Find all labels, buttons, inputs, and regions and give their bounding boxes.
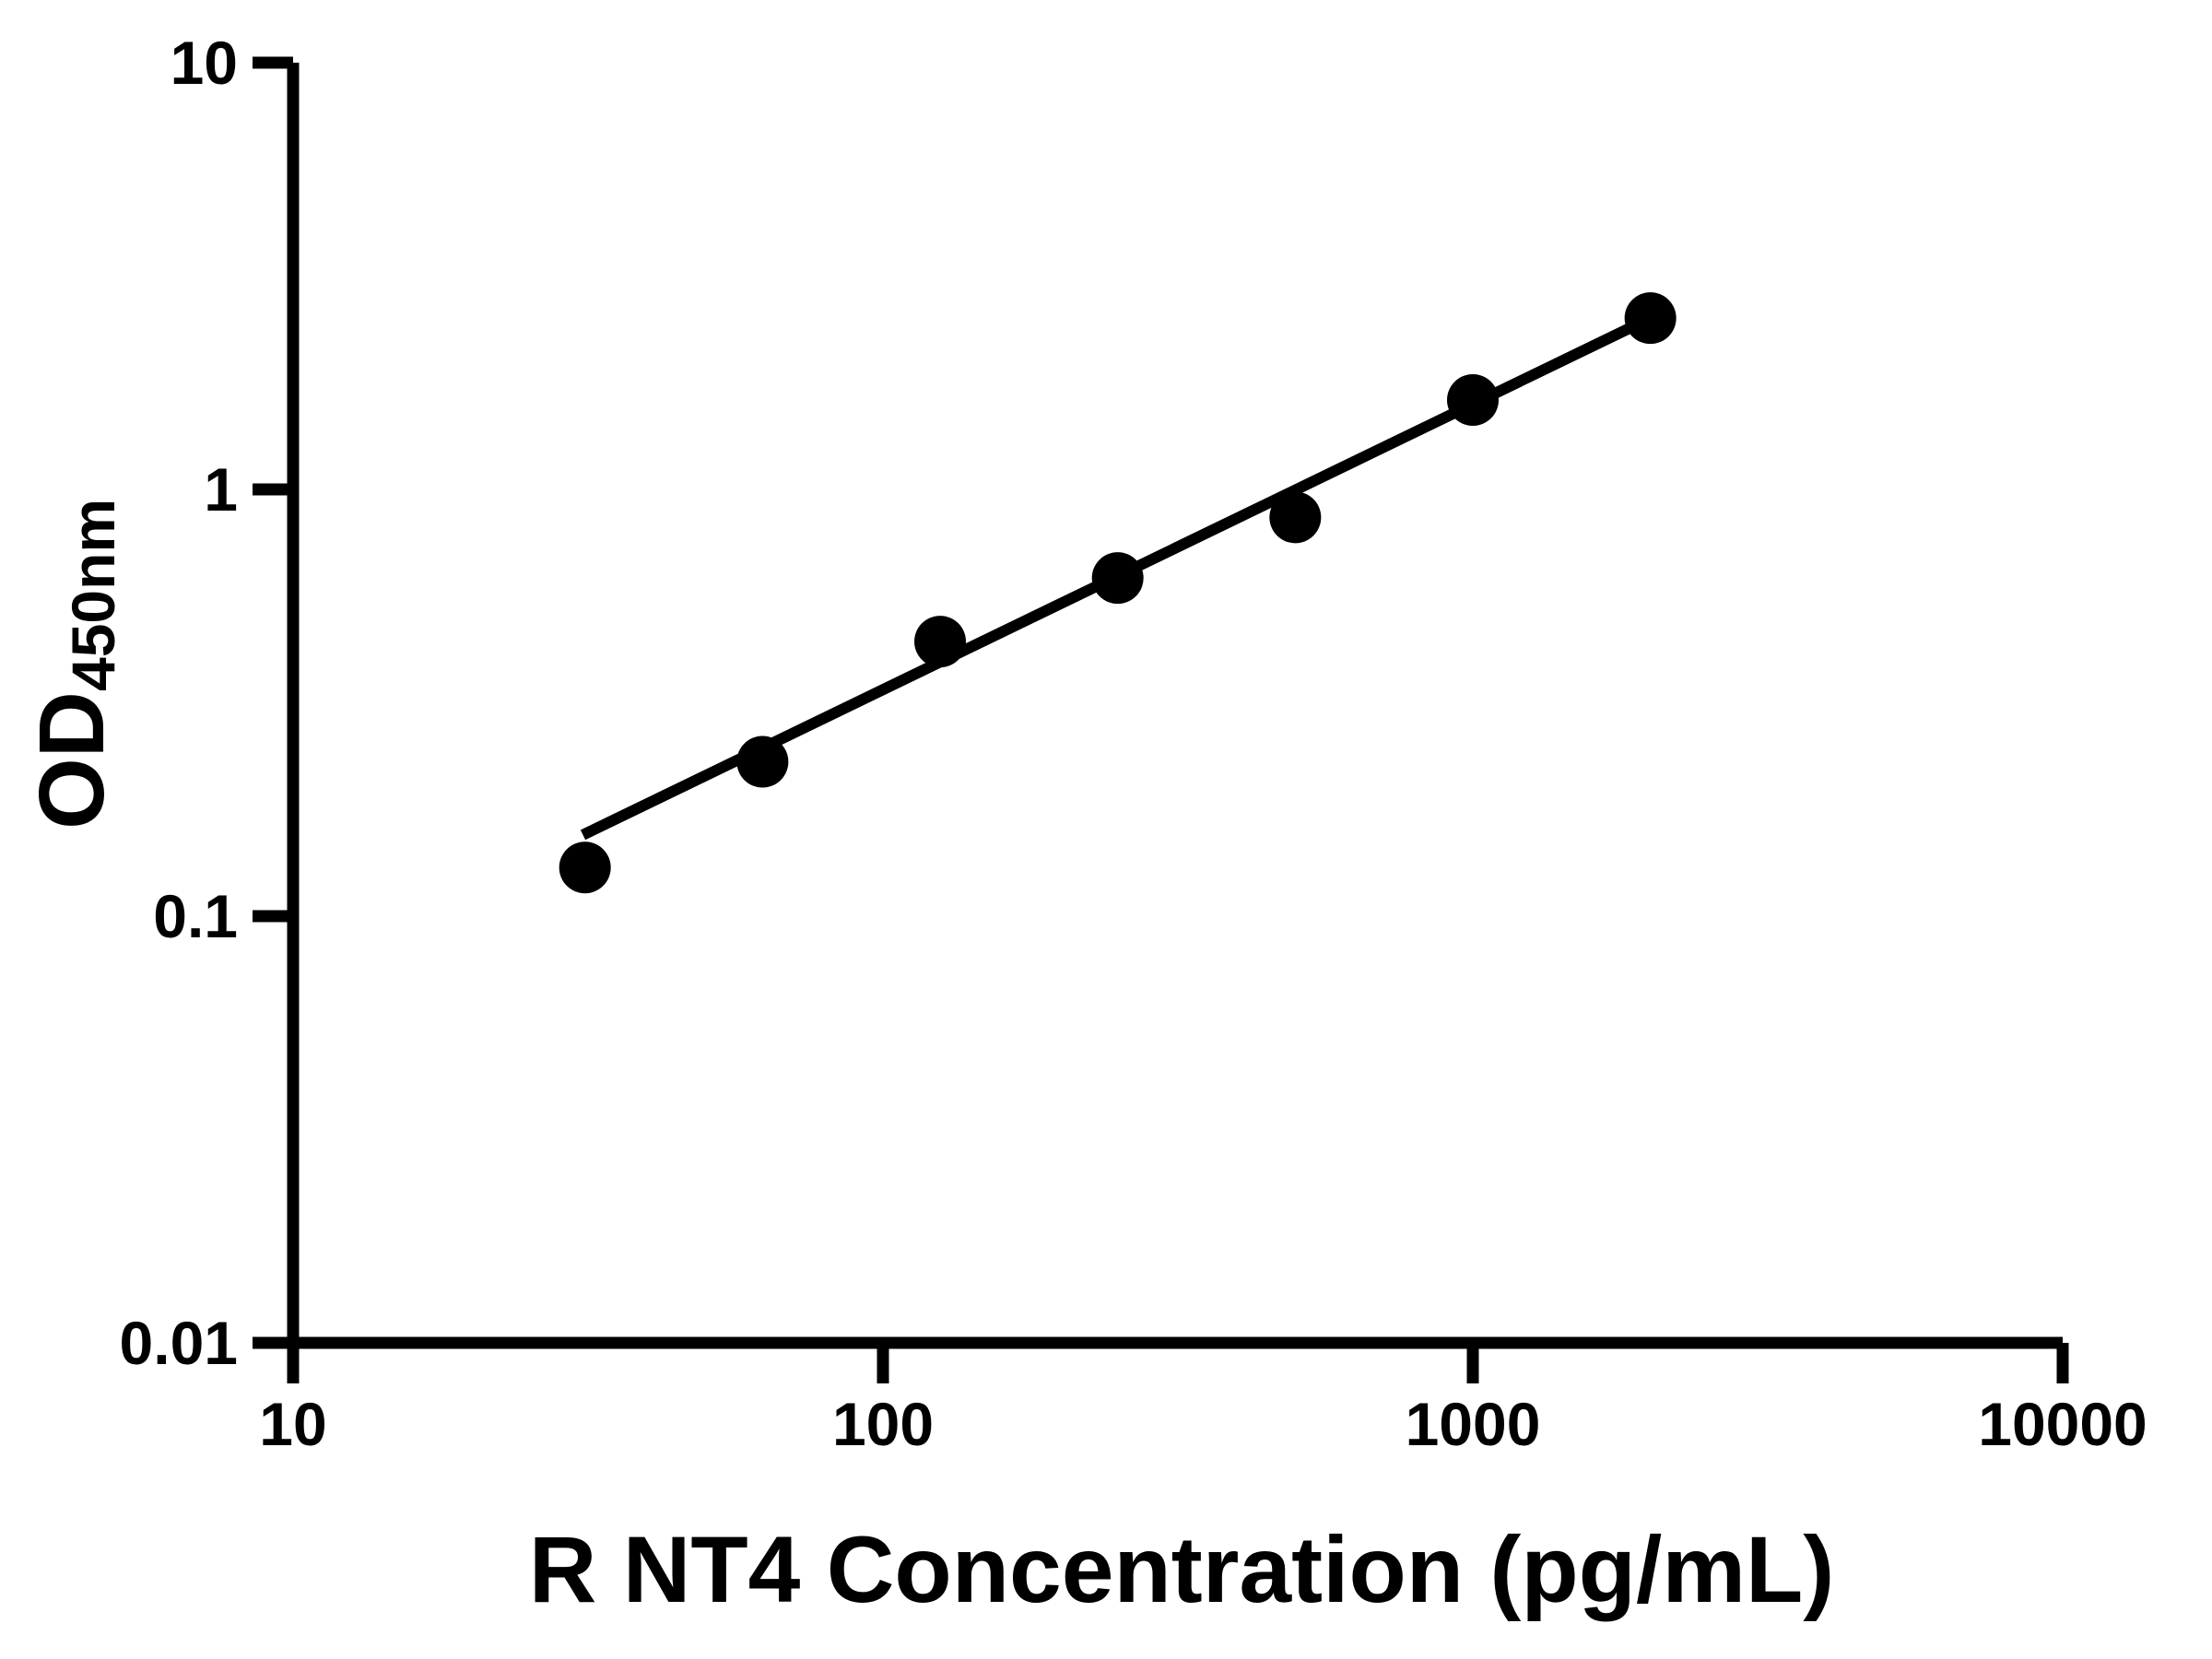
data-point <box>914 616 967 668</box>
x-tick-label: 10 <box>259 1390 326 1458</box>
data-point <box>559 841 611 894</box>
y-axis-title-main: OD <box>20 691 124 830</box>
x-tick-label: 10000 <box>1978 1390 2147 1458</box>
y-tick-label: 10 <box>171 29 238 97</box>
y-tick-label: 0.01 <box>120 1309 238 1377</box>
x-tick-label: 100 <box>832 1390 934 1458</box>
data-point <box>736 735 789 788</box>
y-tick-label: 0.1 <box>153 882 238 950</box>
data-point <box>1447 373 1499 426</box>
data-point <box>1624 292 1677 345</box>
y-axis-title: OD450nm <box>20 499 127 830</box>
x-axis-title: R NT4 Concentration (pg/mL) <box>529 1517 1835 1622</box>
data-point <box>1269 491 1322 544</box>
y-axis-title-subscript: 450nm <box>59 499 127 691</box>
data-point <box>1091 552 1144 605</box>
y-tick-label: 1 <box>204 455 238 524</box>
x-tick-label: 1000 <box>1406 1390 1541 1458</box>
